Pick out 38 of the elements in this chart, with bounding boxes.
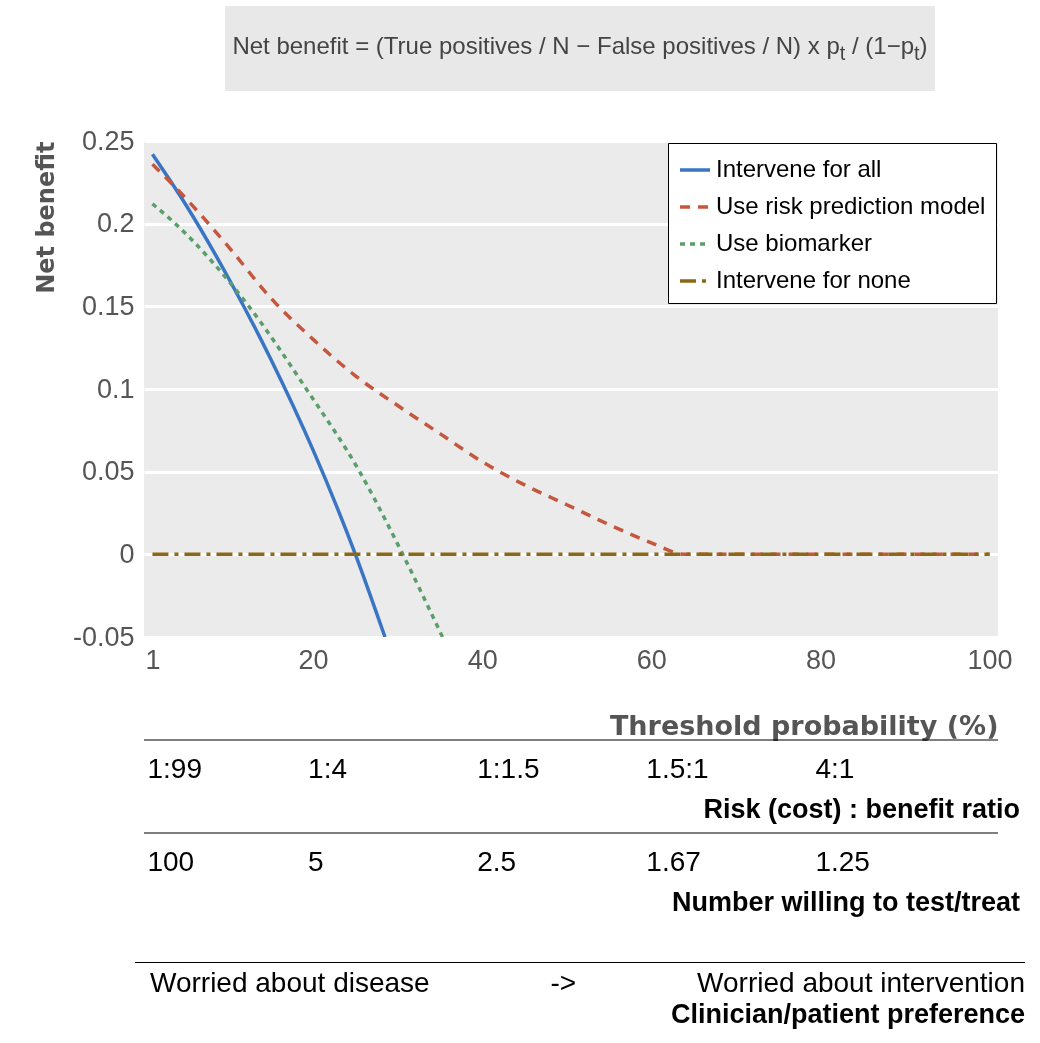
legend-label: Use risk prediction model [716,192,986,219]
text: Risk (cost) : benefit ratio [703,794,1020,824]
line-series [150,202,445,637]
legend-label: Use biomarker [716,229,873,256]
x-tick-label: 40 [467,644,498,675]
text: Worried about disease [150,967,430,999]
y-tick-label: 0 [119,538,135,569]
text: 100 [147,846,195,877]
x-axis-title: Threshold probability (%) [609,709,999,741]
text: Worried about intervention [697,967,1025,999]
y-tick-label: 0.2 [96,208,135,239]
chart-title: Net benefit = (True positives / N − False positives / N) x p$_{t}$ / (1−p$_{t}$) [225,6,935,91]
text: Clinician/patient preference [669,999,1025,1030]
y-tick-label: 0.05 [81,456,135,487]
x-tick-label: 80 [805,644,836,675]
x-tick-label: 1 [145,644,161,675]
y-tick-label: -0.05 [72,621,135,652]
x-tick-label: 20 [298,644,329,675]
text: 5 [308,846,324,877]
y-tick-label: 0.25 [81,125,135,156]
text: 1.67 [646,846,701,877]
text: 1:4 [308,753,348,784]
legend-label: Intervene for none [716,266,911,293]
text: -> [550,967,577,999]
text: 1.5:1 [646,753,709,784]
legend-label: Intervene for all [716,155,882,182]
text: 1:99 [147,753,202,784]
text: 1.25 [815,846,870,877]
text: Number willing to test/treat [671,887,1020,917]
x-tick-label: 100 [967,644,1013,675]
x-tick-label: 60 [636,644,667,675]
y-axis-title: Net benefit [31,141,60,294]
text: 1:1.5 [477,753,540,784]
text: 4:1 [815,753,855,784]
text: 2.5 [477,846,517,877]
line-series [150,152,387,637]
y-tick-label: 0.1 [96,373,135,404]
y-tick-label: 0.15 [81,290,135,321]
